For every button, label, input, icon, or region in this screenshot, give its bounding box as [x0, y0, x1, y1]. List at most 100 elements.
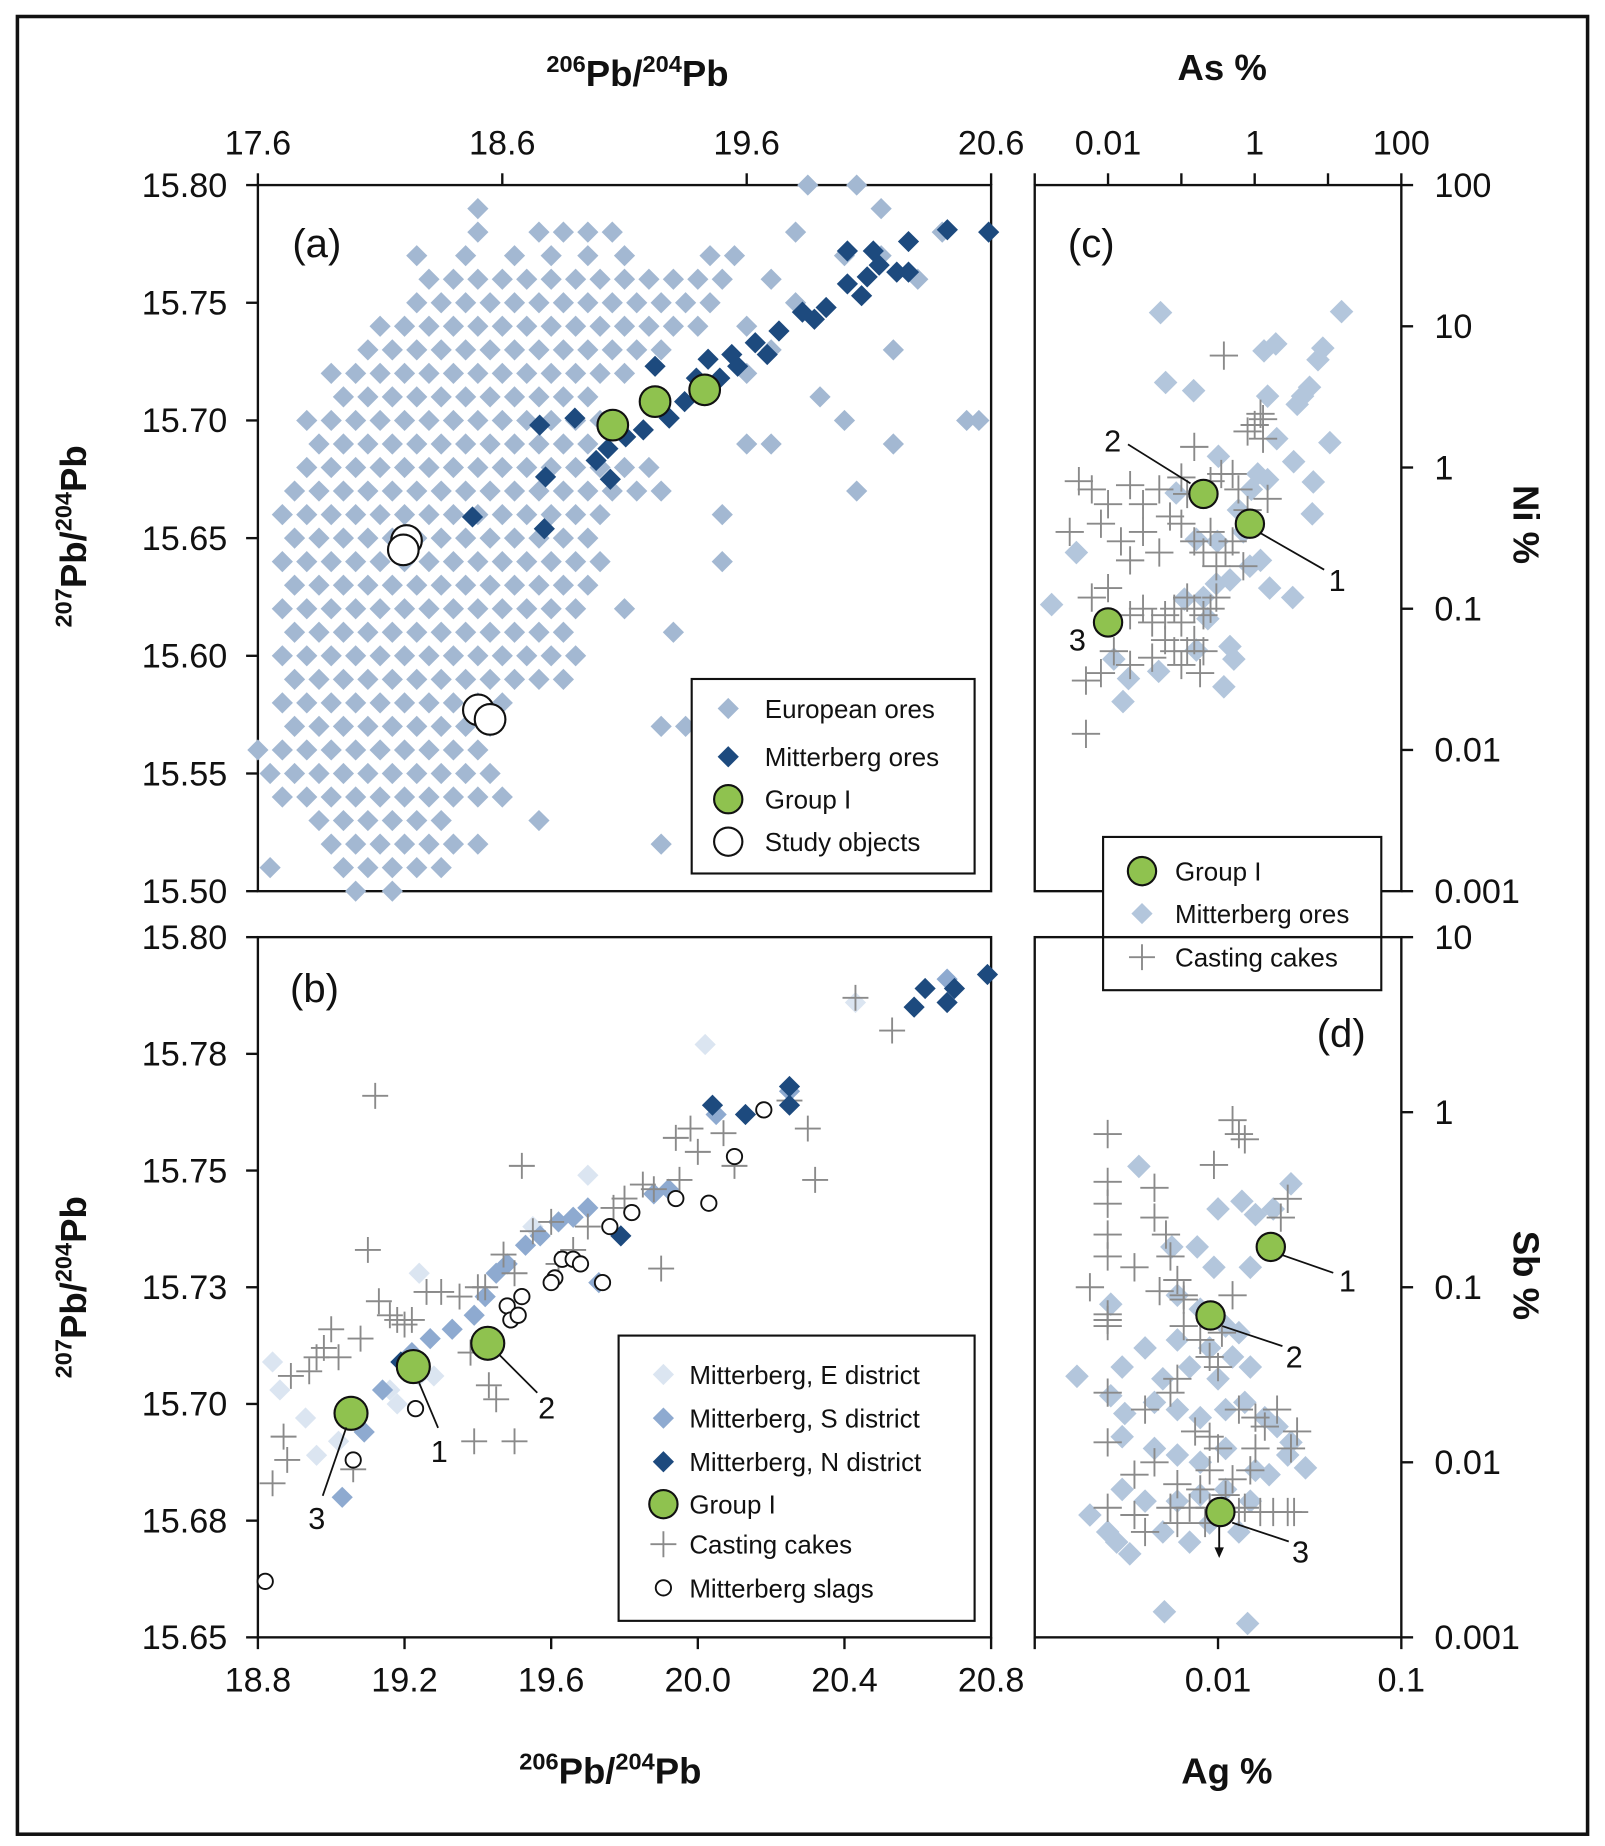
european-ores-point: [516, 315, 538, 337]
european-ores-point: [565, 456, 587, 479]
european-ores-point: [516, 645, 538, 667]
european-ores-point: [528, 574, 550, 596]
european-ores-point: [882, 339, 904, 361]
european-ores-point: [577, 527, 599, 549]
y-tick-label: 15.80: [142, 919, 228, 957]
european-ores-point: [271, 551, 293, 573]
casting-cakes-point: [1106, 527, 1136, 556]
casting-cakes-point: [1230, 1493, 1259, 1522]
mitterberg-ores-point: [1039, 592, 1064, 617]
casting-cakes-point: [1115, 546, 1145, 575]
casting-cakes-point: [1266, 1203, 1295, 1232]
european-ores-point: [552, 433, 575, 455]
european-ores-point: [283, 574, 306, 596]
y-tick-label: 0.001: [1434, 1619, 1520, 1657]
study-objects-point: [386, 533, 420, 567]
european-ores-point: [455, 433, 477, 455]
annotation-leader-line: [418, 1382, 439, 1429]
european-ores-point: [479, 339, 501, 361]
european-ores-point: [516, 456, 538, 479]
european-ores-point: [516, 268, 538, 290]
european-ores-point: [308, 668, 330, 690]
legend-marker: [1126, 855, 1158, 887]
european-ores-point: [784, 221, 807, 243]
european-ores-point: [418, 456, 440, 479]
casting-cakes-point: [1093, 573, 1123, 603]
european-ores-point: [797, 174, 819, 196]
european-ores-point: [565, 551, 587, 573]
european-ores-point: [479, 292, 501, 314]
mitterberg-ores-point: [461, 506, 484, 528]
european-ores-point: [442, 739, 465, 761]
casting-cakes-point: [1093, 1428, 1122, 1457]
mitterberg-ores-point: [697, 348, 719, 370]
european-ores-point: [467, 315, 489, 337]
mitterberg-ores-point: [1185, 1235, 1210, 1259]
y-tick-label: 15.75: [142, 1152, 228, 1190]
mitterberg-s-district-point: [514, 1234, 537, 1256]
european-ores-point: [320, 551, 342, 573]
casting-cakes-point: [1163, 1508, 1192, 1538]
european-ores-point: [442, 362, 465, 384]
european-ores-point: [455, 339, 477, 361]
european-ores-point: [552, 527, 575, 549]
european-ores-point: [540, 362, 562, 384]
casting-cakes-point: [1246, 399, 1275, 428]
mitterberg-ores-point: [1184, 638, 1209, 662]
x-tick-label: 20.6: [958, 124, 1025, 162]
european-ores-point: [503, 245, 526, 267]
legend-label: Mitterberg, S district: [689, 1406, 920, 1434]
casting-cakes-point: [1169, 1285, 1198, 1314]
casting-cakes-point: [1075, 1273, 1105, 1302]
european-ores-point: [479, 433, 501, 455]
mitterberg-ores-point: [1245, 462, 1270, 486]
mitterberg-ores-point: [1220, 1345, 1245, 1369]
european-ores-point: [283, 668, 306, 690]
european-ores-point: [381, 480, 403, 502]
mitterberg-ores-point: [1188, 1450, 1213, 1475]
mitterberg-ores-point: [1184, 527, 1209, 552]
casting-cakes-point: [1218, 1281, 1247, 1310]
european-ores-point: [393, 362, 416, 384]
legend-box: [617, 1334, 976, 1622]
mitterberg-ores-point: [1257, 576, 1282, 600]
annotation-label: 2: [538, 1392, 555, 1426]
european-ores-point: [320, 362, 342, 384]
european-ores-point: [565, 598, 587, 620]
casting-cakes-point: [1185, 658, 1215, 688]
casting-cakes-point: [1120, 1460, 1149, 1489]
european-ores-point: [455, 668, 477, 690]
casting-cakes-point: [1128, 490, 1158, 519]
mitterberg-ores-point: [1151, 1366, 1175, 1391]
casting-cakes-point: [794, 1115, 821, 1142]
european-ores-point: [577, 339, 599, 361]
european-ores-point: [271, 739, 293, 761]
european-ores-point: [406, 245, 428, 267]
casting-cakes-point: [1163, 1265, 1192, 1295]
mitterberg-ores-point: [768, 320, 790, 342]
mitterberg-slags-point: [667, 1189, 685, 1208]
casting-cakes-point: [446, 1283, 473, 1310]
european-ores-point: [406, 339, 428, 361]
european-ores-point: [308, 762, 330, 785]
annotation-label: 1: [1339, 1265, 1356, 1299]
annotation-label: 3: [1292, 1536, 1309, 1570]
european-ores-point: [320, 833, 342, 855]
european-ores-point: [455, 245, 477, 267]
european-ores-point: [540, 245, 562, 267]
casting-cakes-point: [1145, 475, 1174, 504]
casting-cakes-point: [1250, 1412, 1279, 1441]
european-ores-point: [418, 315, 440, 337]
european-ores-point: [369, 645, 391, 667]
casting-cakes-point: [1195, 1422, 1224, 1451]
group-i-point: [1195, 1300, 1226, 1331]
european-ores-point: [357, 339, 379, 361]
x-tick-label: 20.0: [665, 1662, 732, 1700]
mitterberg-ores-point: [886, 261, 908, 283]
casting-cakes-point: [1163, 1470, 1192, 1499]
casting-cakes-point: [318, 1316, 345, 1343]
casting-cakes-point: [710, 1120, 737, 1147]
legend-marker: [648, 1488, 679, 1520]
european-ores-point: [308, 574, 330, 596]
european-ores-point: [809, 386, 831, 408]
